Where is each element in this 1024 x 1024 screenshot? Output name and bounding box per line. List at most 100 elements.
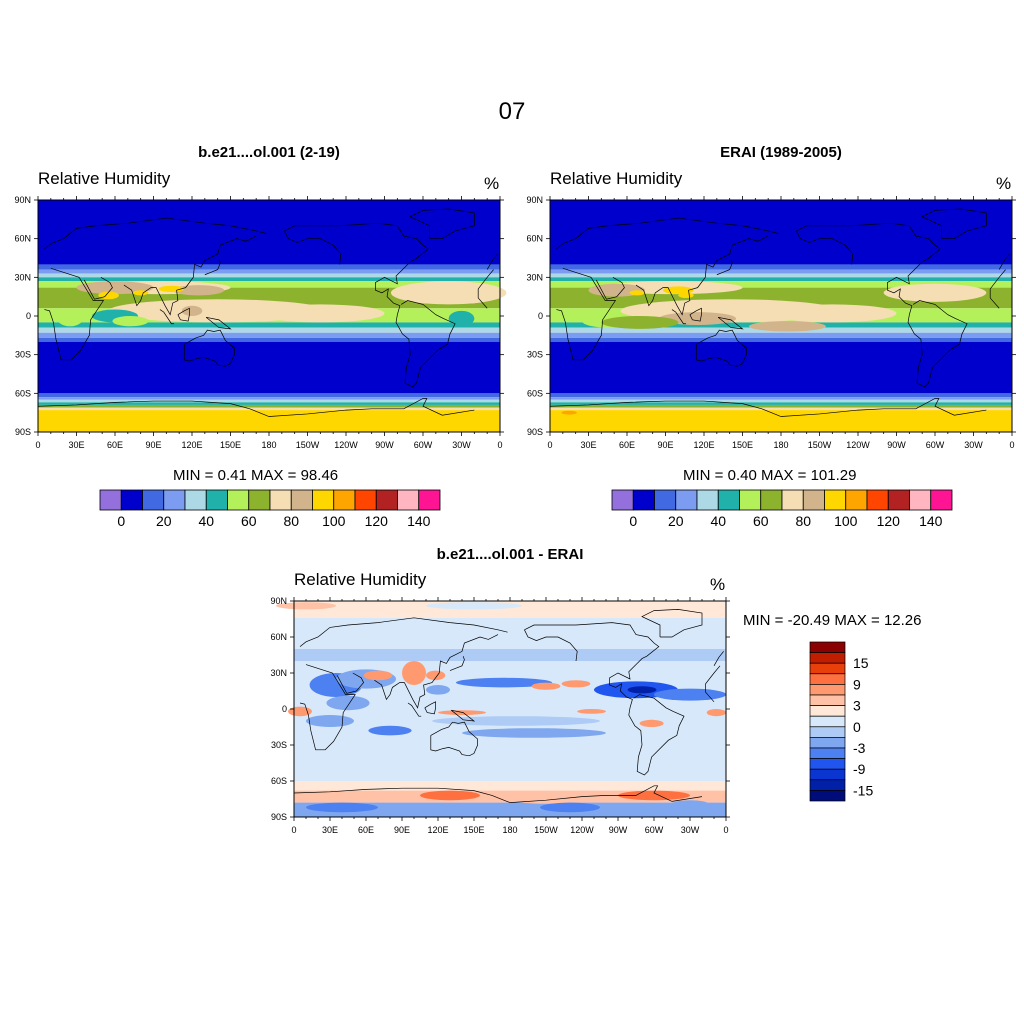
contour-region bbox=[426, 670, 446, 681]
lon-tick-label: 120W bbox=[846, 440, 870, 450]
map-fill-layer bbox=[38, 200, 507, 432]
minmax-readout-difference: MIN = -20.49 MAX = 12.26 bbox=[743, 612, 921, 629]
coastline bbox=[449, 656, 465, 671]
colorbar-model: 0 20 40 60 80 100 120 140 bbox=[99, 489, 441, 529]
colorbar-swatch bbox=[809, 726, 846, 738]
colorbar-swatch bbox=[809, 705, 846, 717]
contour-band bbox=[550, 264, 1012, 270]
colorbar-swatch bbox=[120, 489, 143, 511]
lat-tick-label: 60N bbox=[270, 632, 287, 642]
colorbar-swatch bbox=[809, 758, 846, 770]
colorbar-label: 0 bbox=[117, 513, 125, 529]
coastline bbox=[549, 398, 987, 417]
relative-humidity-map-erai: 90N 60N 30N 0 30S 60S 90S 0 30E 60E 90E 120E 150E 180… bbox=[526, 195, 1016, 450]
contour-region bbox=[561, 680, 591, 688]
coastline-layer bbox=[37, 208, 498, 417]
max-value: 101.29 bbox=[810, 467, 857, 484]
contour-region bbox=[326, 695, 370, 711]
lon-tick-label: 60E bbox=[358, 825, 374, 835]
lat-tick-label: 90S bbox=[527, 427, 543, 437]
colorbar-label: 140 bbox=[407, 513, 431, 529]
contour-band bbox=[38, 332, 500, 338]
contour-region bbox=[276, 602, 336, 610]
contour-region bbox=[249, 206, 404, 248]
lon-tick-label: 90W bbox=[887, 440, 906, 450]
coastline bbox=[205, 316, 232, 330]
coastline bbox=[695, 329, 747, 367]
lon-tick-label: 180 bbox=[502, 825, 517, 835]
colorbar-swatch bbox=[866, 489, 889, 511]
min-label: MIN = bbox=[683, 467, 724, 484]
colorbar-label: 0 bbox=[629, 513, 637, 529]
lon-tick-label: 180 bbox=[261, 440, 276, 450]
lon-tick-label: 90E bbox=[145, 440, 161, 450]
lon-tick-label: 60E bbox=[107, 440, 123, 450]
contour-band bbox=[550, 277, 1012, 282]
coastline bbox=[284, 230, 342, 265]
colorbar-swatch bbox=[809, 715, 846, 728]
contour-band bbox=[550, 407, 1012, 411]
contour-band bbox=[38, 407, 500, 411]
colorbar-swatch bbox=[99, 489, 122, 511]
colorbar-difference: 15 9 3 0 -3 -9 -15 bbox=[809, 641, 873, 802]
coastline bbox=[407, 702, 422, 717]
colorbar-swatch bbox=[142, 489, 165, 511]
colorbar-swatch bbox=[930, 489, 953, 511]
contour-region bbox=[363, 670, 393, 681]
colorbar-swatch bbox=[809, 641, 846, 653]
contour-region bbox=[883, 283, 987, 302]
contour-band bbox=[294, 763, 726, 781]
colorbar-label: 0 bbox=[853, 719, 861, 735]
min-value: 0.40 bbox=[727, 467, 757, 484]
lon-tick-label: 180 bbox=[773, 440, 788, 450]
colorbar-swatch bbox=[887, 489, 910, 511]
colorbar-swatch bbox=[248, 489, 271, 511]
lon-tick-label: 0 bbox=[723, 825, 728, 835]
unit-label-difference: % bbox=[710, 575, 726, 594]
contour-region bbox=[57, 310, 83, 327]
lat-tick-label: 60S bbox=[15, 388, 31, 398]
coastline bbox=[556, 217, 1010, 270]
colorbar-label: 120 bbox=[877, 513, 901, 529]
contour-band bbox=[550, 393, 1012, 398]
contour-region bbox=[659, 312, 737, 326]
contour-region bbox=[402, 661, 426, 685]
contour-band bbox=[294, 601, 726, 618]
lon-tick-label: 30E bbox=[580, 440, 596, 450]
coastline bbox=[717, 316, 744, 330]
lat-tick-label: 90S bbox=[15, 427, 31, 437]
contour-region bbox=[639, 719, 664, 727]
colorbar-label: 20 bbox=[668, 513, 684, 529]
contour-region bbox=[426, 685, 450, 695]
min-label: MIN = bbox=[173, 467, 214, 484]
max-value: 12.26 bbox=[883, 612, 922, 629]
contour-region bbox=[456, 677, 552, 688]
contour-region bbox=[761, 206, 916, 248]
coastline bbox=[430, 721, 478, 757]
lon-tick-label: 60W bbox=[645, 825, 664, 835]
colorbar-swatch bbox=[809, 790, 846, 802]
lon-tick-label: 30E bbox=[322, 825, 338, 835]
coastline bbox=[37, 398, 475, 417]
coastline bbox=[796, 222, 968, 388]
contour-region bbox=[618, 790, 690, 801]
coastline bbox=[671, 309, 687, 325]
contour-region bbox=[306, 715, 354, 727]
contour-region bbox=[540, 802, 600, 813]
lon-tick-label: 30W bbox=[681, 825, 700, 835]
lon-tick-label: 150W bbox=[534, 825, 558, 835]
coastline bbox=[336, 672, 365, 694]
variable-label-model: Relative Humidity bbox=[38, 169, 171, 188]
colorbar-swatch bbox=[809, 694, 846, 706]
contour-region bbox=[601, 316, 679, 329]
contour-region bbox=[561, 410, 577, 415]
relative-humidity-map-model: 90N 60N 30N 0 30S 60S 90S 0 30E 60E 90E 120E 150E 180… bbox=[14, 195, 507, 450]
coastline bbox=[299, 617, 724, 666]
coastline bbox=[284, 222, 456, 388]
contour-band bbox=[38, 264, 500, 270]
lon-tick-label: 0 bbox=[497, 440, 502, 450]
coastline bbox=[299, 664, 721, 751]
lat-tick-label: 0 bbox=[26, 311, 31, 321]
colorbar-swatch bbox=[632, 489, 655, 511]
lon-tick-label: 90E bbox=[657, 440, 673, 450]
